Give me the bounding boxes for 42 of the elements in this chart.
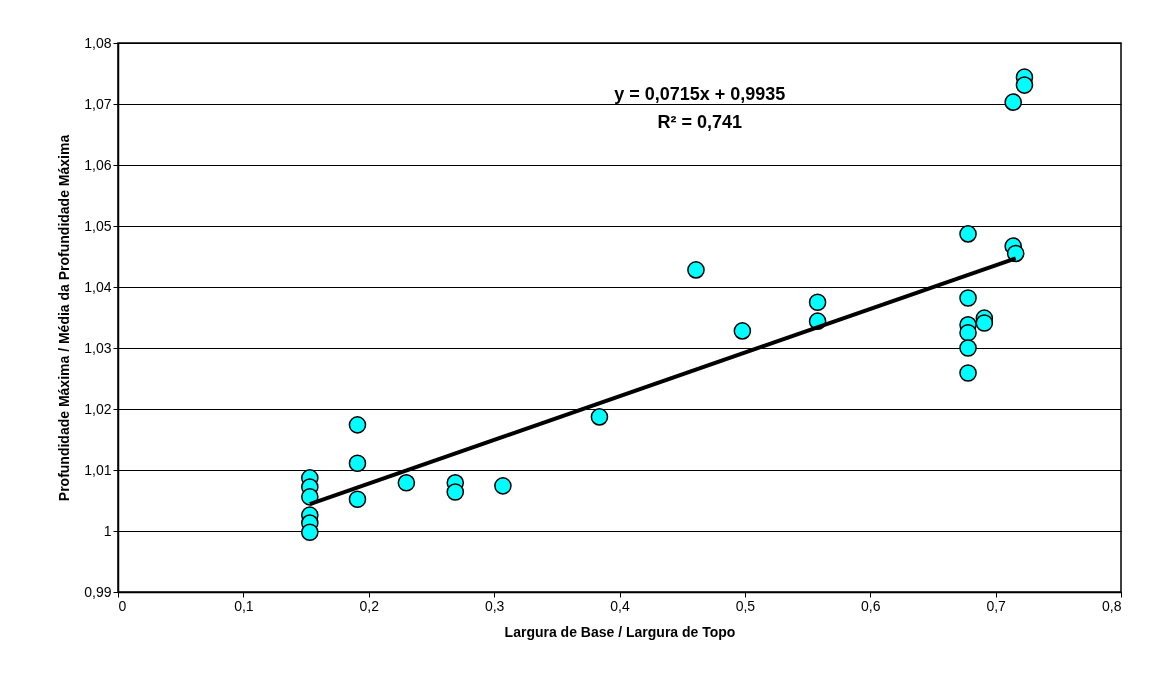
x-tick-label: 0,1 bbox=[234, 597, 254, 614]
point bbox=[959, 364, 977, 382]
point bbox=[590, 408, 609, 426]
point bbox=[348, 490, 367, 509]
x-tick-label: 0,2 bbox=[359, 597, 380, 614]
point bbox=[446, 483, 465, 501]
point bbox=[975, 314, 994, 332]
y-tick-label: 1,03 bbox=[84, 339, 112, 356]
annotation: R² = 0,741 bbox=[657, 112, 743, 132]
x-axis-title: Largura de Base / Largura de Topo bbox=[504, 623, 736, 640]
y-tick-label: 1 bbox=[103, 522, 112, 539]
x-tick-label: 0 bbox=[118, 597, 127, 614]
y-tick-label: 1,08 bbox=[84, 34, 112, 51]
y-tick-label: 1,07 bbox=[84, 95, 112, 112]
point bbox=[1004, 93, 1022, 111]
y-tick-label: 1,04 bbox=[84, 278, 112, 295]
point bbox=[959, 225, 977, 243]
point bbox=[733, 322, 752, 340]
y-tick-label: 1,05 bbox=[84, 217, 112, 234]
y-tick-label: 1,01 bbox=[84, 461, 112, 478]
x-tick-label: 0,6 bbox=[861, 597, 881, 614]
point bbox=[959, 339, 977, 357]
point bbox=[687, 261, 705, 279]
point bbox=[301, 523, 319, 542]
annotation: y = 0,0715x + 0,9935 bbox=[614, 84, 786, 104]
point bbox=[1015, 76, 1034, 94]
point bbox=[348, 454, 367, 473]
x-tick-label: 0,5 bbox=[735, 597, 756, 614]
y-tick-label: 0,99 bbox=[84, 583, 112, 600]
y-axis-title: Profundidade Máxima / Média da Profundidade Máxima bbox=[56, 134, 73, 502]
point bbox=[808, 293, 827, 312]
point bbox=[348, 416, 367, 434]
x-tick-label: 0,4 bbox=[610, 597, 630, 614]
x-tick-label: 0,7 bbox=[986, 597, 1007, 614]
x-tick-label: 0,3 bbox=[484, 597, 505, 614]
point bbox=[959, 323, 977, 342]
y-tick-label: 1,02 bbox=[84, 400, 112, 417]
point bbox=[397, 474, 416, 492]
point bbox=[959, 289, 977, 307]
x-tick-label: 0,8 bbox=[1102, 597, 1122, 614]
y-tick-label: 1,06 bbox=[84, 156, 112, 173]
point bbox=[494, 477, 512, 495]
